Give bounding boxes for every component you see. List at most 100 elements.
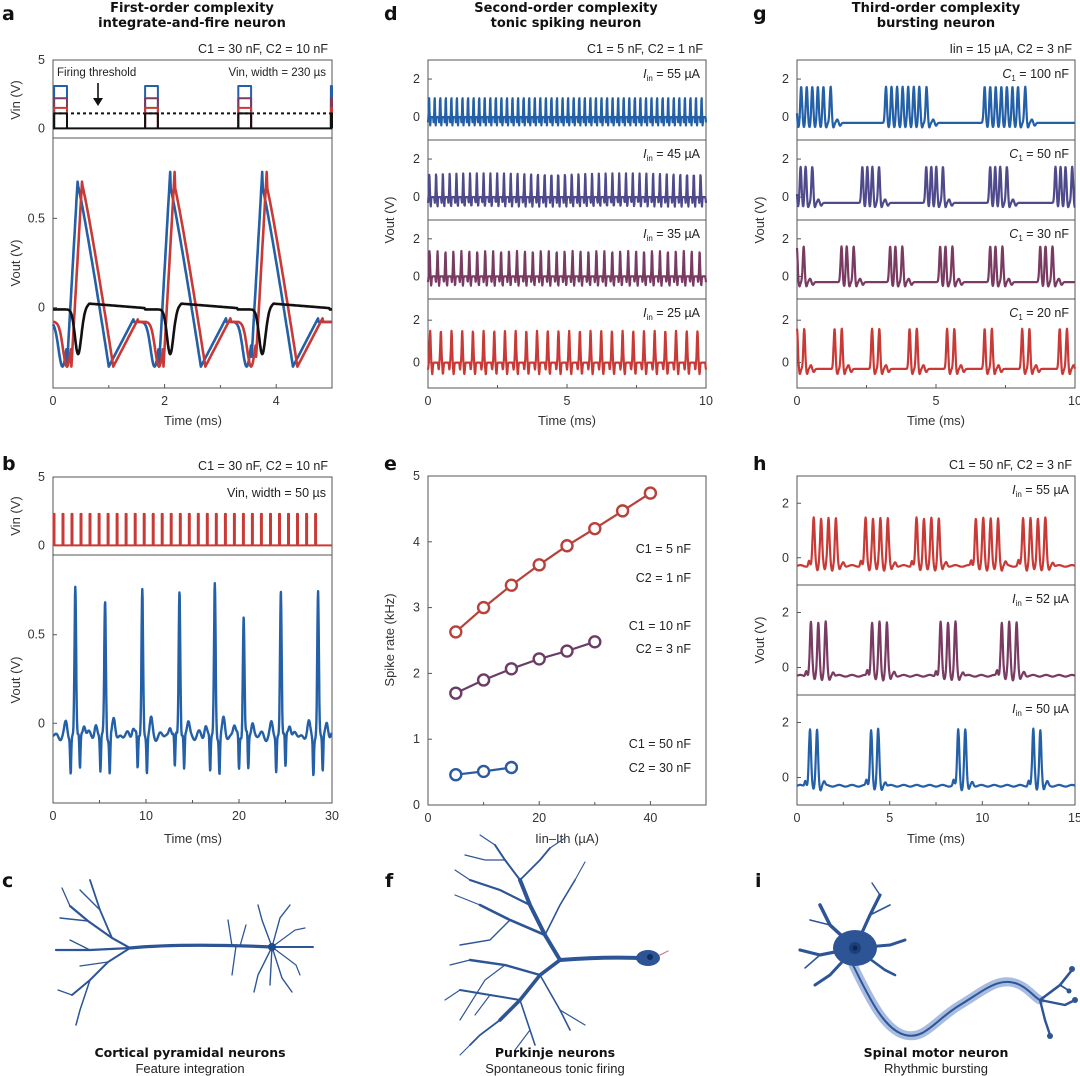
panel-d-subplot-ytick-label: 2 bbox=[413, 152, 420, 166]
panel-e-data-point bbox=[532, 558, 546, 572]
panel-d-title-1: Second-order complexity bbox=[474, 1, 658, 16]
panel-a-vout-trace bbox=[52, 170, 333, 368]
panel-d-subplot-ytick-label: 2 bbox=[413, 313, 420, 327]
panel-d-subplot-ytick-label: 0 bbox=[413, 110, 420, 124]
panel-g-subplot-ytick-label: 2 bbox=[782, 232, 789, 246]
panel-c-caption: Feature integration bbox=[135, 1061, 244, 1076]
panel-b-vin-ytick-label: 0 bbox=[38, 538, 45, 552]
panel-letter-e: e bbox=[384, 453, 397, 475]
panel-e-data-point bbox=[476, 764, 491, 779]
firing-threshold-label: Firing threshold bbox=[57, 67, 136, 79]
panel-h-params: C1 = 50 nF, C2 = 3 nF bbox=[949, 458, 1072, 472]
panel-e-xtick-label: 0 bbox=[425, 811, 432, 825]
panel-a-title-1: First-order complexity bbox=[110, 1, 274, 16]
panel-d-xlabel: Time (ms) bbox=[538, 413, 596, 428]
panel-e-xtick-label: 20 bbox=[532, 811, 546, 825]
panel-h-trace bbox=[796, 620, 1076, 682]
panel-e-data-point bbox=[560, 539, 574, 553]
panel-g-title-2: bursting neuron bbox=[877, 16, 995, 31]
panel-d-series-label: Iin = 35 µA bbox=[643, 227, 701, 243]
panel-a-vout-ylabel: Vout (V) bbox=[8, 240, 23, 287]
purkinje-neuron-illustration bbox=[444, 834, 669, 1056]
panel-a-vin-note: Vin, width = 230 µs bbox=[228, 67, 326, 79]
panel-e-data-point bbox=[588, 635, 602, 649]
panel-e-axes bbox=[427, 475, 707, 806]
panel-h-subplot-ytick-label: 0 bbox=[782, 661, 789, 675]
panel-g-xtick-label: 5 bbox=[933, 394, 940, 408]
panel-e-data-point bbox=[532, 652, 546, 666]
panel-e-series-line bbox=[455, 640, 596, 695]
panel-a-vin-pulse bbox=[53, 112, 68, 129]
panel-g-xtick-label: 0 bbox=[794, 394, 801, 408]
panel-e-data-point bbox=[504, 662, 519, 676]
panel-e-ytick-label: 0 bbox=[413, 798, 420, 812]
panel-a-vout-ytick-label: 0.5 bbox=[28, 211, 45, 225]
panel-d-xtick-label: 0 bbox=[425, 394, 432, 408]
panel-h-subplot-ytick-label: 2 bbox=[782, 496, 789, 510]
panel-a-xtick-label: 2 bbox=[161, 394, 168, 408]
panel-e-xtick-label: 40 bbox=[643, 811, 657, 825]
panel-d-subplot-ytick-label: 0 bbox=[413, 356, 420, 370]
panel-e-ytick-label: 2 bbox=[413, 666, 420, 680]
panel-c-caption-title: Cortical pyramidal neurons bbox=[94, 1045, 285, 1060]
panel-b-vout-ylabel: Vout (V) bbox=[8, 657, 23, 704]
panel-d-trace bbox=[426, 329, 708, 376]
panel-h-subplot-ytick-label: 2 bbox=[782, 716, 789, 730]
panel-a-vout-trace bbox=[51, 170, 333, 368]
panel-letter-c: c bbox=[2, 870, 13, 892]
panel-a-vin-pulse bbox=[237, 106, 253, 129]
panel-d-series-label: Iin = 55 µA bbox=[643, 67, 701, 83]
panel-i-caption: Rhythmic bursting bbox=[884, 1061, 988, 1076]
panel-b-vout-ytick-label: 0.5 bbox=[28, 628, 45, 642]
panel-e-data-point bbox=[449, 625, 463, 639]
panel-g-series-label: C1 = 50 nF bbox=[1009, 147, 1069, 163]
panel-h-subplot-ytick-label: 0 bbox=[782, 771, 789, 785]
panel-b-vout-ytick-label: 0 bbox=[38, 716, 45, 730]
panel-g-subplot-ytick-label: 0 bbox=[782, 356, 789, 370]
panel-e-xlabel: Iin–Ith (µA) bbox=[535, 831, 599, 846]
panel-h-trace bbox=[796, 727, 1076, 792]
panel-h-xtick-label: 15 bbox=[1068, 811, 1080, 825]
panel-e-data-point bbox=[588, 521, 602, 536]
panel-a-title-2: integrate-and-fire neuron bbox=[98, 16, 286, 31]
panel-e-data-point bbox=[643, 486, 658, 500]
panel-d-title-2: tonic spiking neuron bbox=[491, 16, 642, 31]
panel-a-vin-pulse bbox=[144, 106, 159, 129]
panel-letter-i: i bbox=[755, 870, 762, 892]
panel-b-xtick-label: 10 bbox=[139, 809, 153, 823]
panel-e-ytick-label: 4 bbox=[413, 535, 420, 549]
panel-e-data-point bbox=[476, 600, 491, 615]
panel-d-xtick-label: 5 bbox=[564, 394, 571, 408]
panel-e-data-point bbox=[476, 673, 491, 687]
panel-b-xtick-label: 30 bbox=[325, 809, 339, 823]
panel-g-series-label: C1 = 30 nF bbox=[1009, 227, 1069, 243]
threshold-arrow-icon bbox=[93, 83, 103, 106]
panel-g-xlabel: Time (ms) bbox=[907, 413, 965, 428]
panel-h-subplot-ytick-label: 2 bbox=[782, 606, 789, 620]
panel-e-data-point bbox=[560, 644, 574, 658]
panel-g-subplot-ytick-label: 0 bbox=[782, 269, 789, 283]
panel-i-caption-title: Spinal motor neuron bbox=[864, 1045, 1009, 1060]
panel-e-series-label: C2 = 3 nF bbox=[636, 642, 692, 656]
panel-a-vin-pulse bbox=[144, 112, 159, 129]
panel-h-xtick-label: 5 bbox=[886, 811, 893, 825]
panel-letter-g: g bbox=[753, 3, 767, 25]
panel-g-subplot-ytick-label: 2 bbox=[782, 313, 789, 327]
panel-b-vin-note: Vin, width = 50 µs bbox=[227, 486, 326, 500]
panel-b-vin-ylabel: Vin (V) bbox=[8, 496, 23, 536]
panel-e-ytick-label: 3 bbox=[413, 601, 420, 615]
panel-a-vout-ytick-label: 0 bbox=[38, 301, 45, 315]
panel-e-series-label: C1 = 50 nF bbox=[629, 737, 692, 751]
panel-d-params: C1 = 5 nF, C2 = 1 nF bbox=[587, 42, 703, 56]
panel-d-subplot-ytick-label: 0 bbox=[413, 269, 420, 283]
pyramidal-neuron-illustration bbox=[54, 879, 314, 1026]
panel-a-vin-pulse bbox=[53, 106, 68, 129]
panel-letter-b: b bbox=[2, 453, 16, 475]
panel-d-trace bbox=[426, 172, 708, 208]
panel-h-xtick-label: 10 bbox=[975, 811, 989, 825]
panel-d-xtick-label: 10 bbox=[699, 394, 713, 408]
panel-b-xlabel: Time (ms) bbox=[164, 831, 222, 846]
panel-a-vout-axes bbox=[52, 137, 333, 389]
panel-e-series-label: C2 = 30 nF bbox=[629, 761, 692, 775]
